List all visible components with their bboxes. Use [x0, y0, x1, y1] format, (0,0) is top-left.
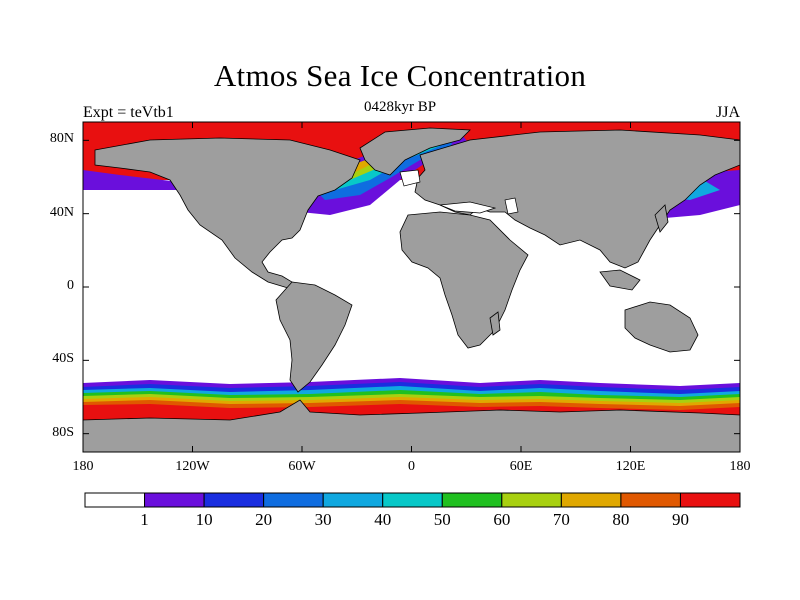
longitude-tick-label: 180 [729, 459, 751, 474]
longitude-tick-label: 120W [175, 459, 210, 474]
latitude-tick-label: 80N [49, 131, 74, 147]
south-america [275, 281, 353, 393]
colorbar [84, 492, 741, 508]
map-plot-area [83, 122, 740, 452]
longitude-tick-label: 60E [509, 459, 533, 474]
colorbar-swatch [322, 492, 384, 508]
colorbar-tick-label: 30 [314, 510, 332, 529]
colorbar-swatch [501, 492, 562, 508]
latitude-tick-label: 80S [52, 424, 74, 440]
latitude-tick-label: 40N [49, 204, 74, 220]
longitude-tick-label: 120E [615, 459, 646, 474]
colorbar-swatch [620, 492, 681, 508]
colorbar-tick-label: 10 [195, 510, 213, 529]
longitude-tick-label: 60W [288, 459, 316, 474]
colorbar-tick-label: 50 [433, 510, 451, 529]
experiment-label: Expt = teVtb1 [83, 104, 174, 121]
latitude-tick-label: 40S [52, 351, 74, 367]
colorbar-tick-label: 20 [255, 510, 273, 529]
colorbar-tick-label: 70 [552, 510, 570, 529]
greenland [359, 127, 471, 176]
australia [624, 301, 699, 353]
colorbar-tick-label: 1 [140, 510, 149, 529]
season-label: JJA [715, 104, 740, 121]
antarctica [83, 399, 740, 452]
colorbar-swatch [144, 492, 205, 508]
inland-seas [399, 169, 519, 215]
colorbar-tick-label: 90 [671, 510, 689, 529]
longitude-tick-label: 0 [408, 459, 415, 474]
longitude-tick-label: 180 [72, 459, 94, 474]
colorbar-swatch [382, 492, 443, 508]
colorbar-swatch [84, 492, 146, 508]
colorbar-swatch [203, 492, 265, 508]
map-subtitle: 0428kyr BP [363, 99, 437, 115]
axis-ticks [82, 122, 741, 452]
latitude-tick-label: 0 [67, 278, 74, 293]
madagascar [489, 311, 501, 336]
map-title: Atmos Sea Ice Concentration [213, 58, 587, 93]
colorbar-tick-label: 40 [374, 510, 392, 529]
colorbar-tick-label: 60 [493, 510, 511, 529]
continents [83, 127, 740, 452]
north-america [94, 137, 361, 293]
baltic-gap [399, 169, 421, 187]
colorbar-swatch [679, 492, 741, 508]
indonesia [599, 269, 641, 291]
colorbar-tick-label: 80 [612, 510, 630, 529]
mediterranean [439, 201, 497, 214]
japan [654, 204, 669, 233]
caspian-sea [504, 197, 519, 215]
colorbar-swatch [560, 492, 622, 508]
colorbar-swatch [441, 492, 503, 508]
colorbar-swatch [263, 492, 324, 508]
